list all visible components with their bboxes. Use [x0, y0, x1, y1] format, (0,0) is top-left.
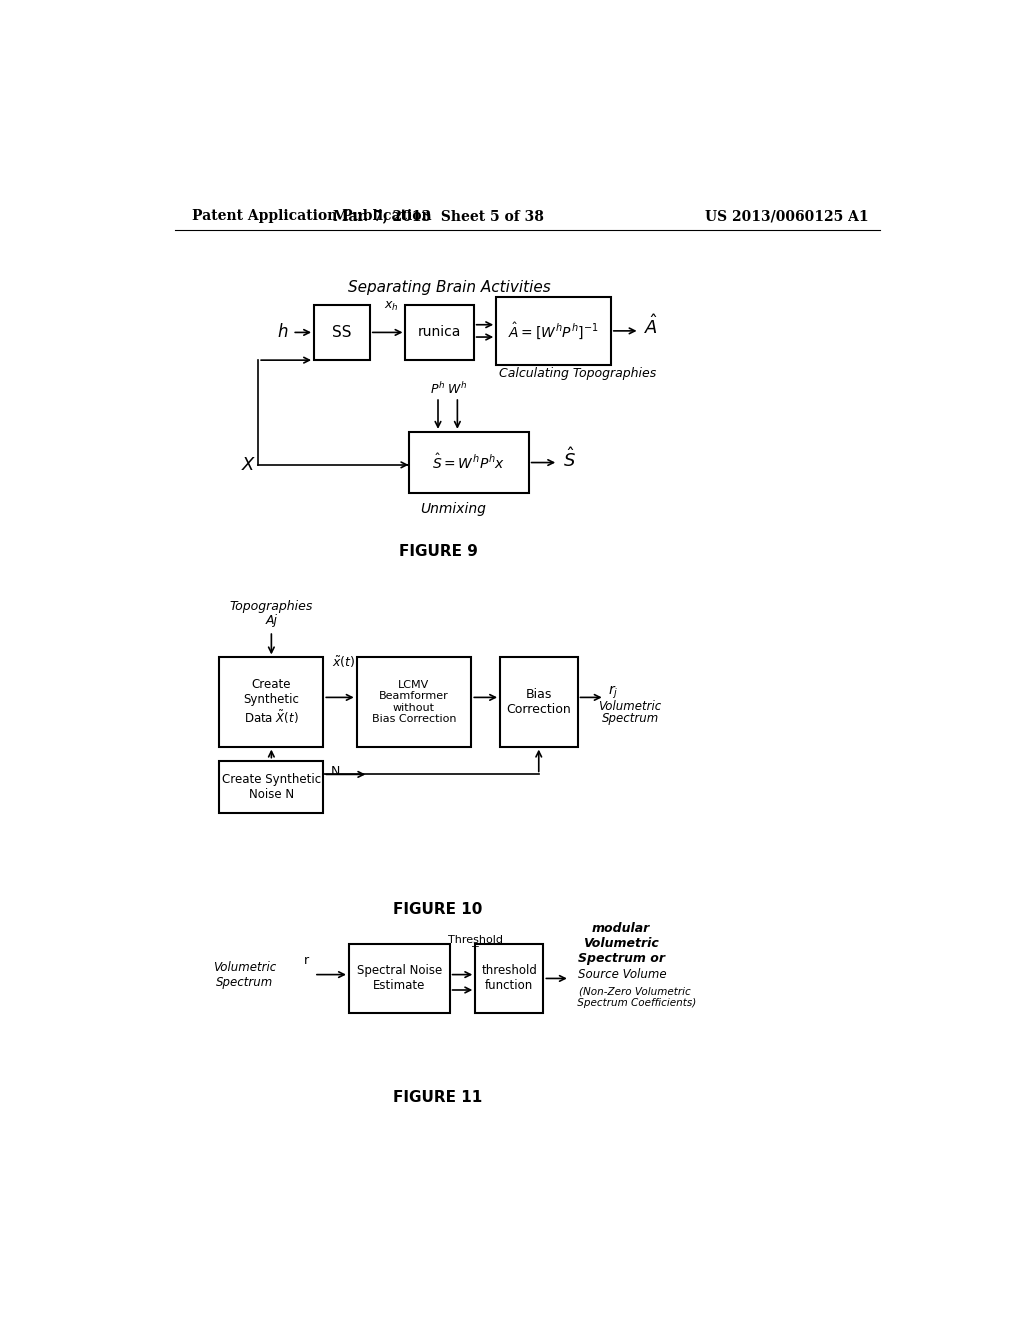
Bar	[219, 760, 324, 813]
Text: runica: runica	[418, 326, 461, 339]
Text: FIGURE 9: FIGURE 9	[398, 544, 477, 558]
Text: Calculating Topographies: Calculating Topographies	[499, 367, 656, 380]
Bar	[409, 432, 528, 494]
Text: $W^h$: $W^h$	[447, 381, 468, 397]
Text: Volumetric: Volumetric	[599, 700, 662, 713]
Text: $\hat{A}$: $\hat{A}$	[644, 314, 658, 338]
Text: Patent Application Publication: Patent Application Publication	[191, 209, 431, 223]
Text: Topographies: Topographies	[229, 601, 313, 612]
Bar	[219, 657, 324, 747]
Text: $\tilde{x}(t)$: $\tilde{x}(t)$	[332, 655, 355, 671]
Text: r: r	[304, 954, 309, 968]
Text: Mar. 7, 2013  Sheet 5 of 38: Mar. 7, 2013 Sheet 5 of 38	[333, 209, 544, 223]
Text: Aj: Aj	[265, 614, 278, 627]
Text: $\hat{S}$: $\hat{S}$	[563, 447, 577, 470]
Text: $x_h$: $x_h$	[384, 300, 398, 313]
Text: Unmixing: Unmixing	[421, 502, 486, 516]
Text: Spectral Noise
Estimate: Spectral Noise Estimate	[356, 965, 442, 993]
Text: Bias
Correction: Bias Correction	[507, 688, 571, 715]
Text: threshold
function: threshold function	[481, 965, 538, 993]
Text: Source Volume: Source Volume	[578, 968, 667, 981]
Text: Create Synthetic
Noise N: Create Synthetic Noise N	[222, 772, 321, 801]
Text: FIGURE 11: FIGURE 11	[393, 1090, 482, 1105]
Bar	[314, 305, 370, 360]
Text: SS: SS	[332, 325, 351, 341]
Text: LCMV
Beamformer
without
Bias Correction: LCMV Beamformer without Bias Correction	[372, 680, 457, 725]
Text: h: h	[278, 322, 288, 341]
Text: modular
Volumetric
Spectrum or: modular Volumetric Spectrum or	[578, 923, 665, 965]
Bar	[500, 657, 578, 747]
Bar	[349, 944, 450, 1014]
Text: $\hat{S}=W^hP^hx$: $\hat{S}=W^hP^hx$	[432, 453, 505, 473]
Text: N: N	[331, 764, 340, 777]
Text: $P^h$: $P^h$	[430, 381, 445, 397]
Bar	[356, 657, 471, 747]
Text: Separating Brain Activities: Separating Brain Activities	[348, 280, 551, 296]
Text: Threshold
T: Threshold T	[447, 935, 503, 956]
Text: $\hat{A}=[W^hP^h]^{-1}$: $\hat{A}=[W^hP^h]^{-1}$	[508, 321, 599, 341]
Bar	[475, 944, 544, 1014]
Text: FIGURE 10: FIGURE 10	[393, 902, 482, 916]
Text: (Non-Zero Volumetric
 Spectrum Coefficients): (Non-Zero Volumetric Spectrum Coefficien…	[573, 987, 696, 1008]
Text: $r_j$: $r_j$	[608, 684, 618, 701]
Bar	[406, 305, 474, 360]
Text: US 2013/0060125 A1: US 2013/0060125 A1	[705, 209, 868, 223]
Text: X: X	[242, 455, 254, 474]
Bar	[496, 297, 611, 364]
Text: Spectrum: Spectrum	[601, 713, 658, 726]
Text: Create
Synthetic
Data $\tilde{X}(t)$: Create Synthetic Data $\tilde{X}(t)$	[244, 678, 299, 726]
Text: Volumetric
Spectrum: Volumetric Spectrum	[213, 961, 275, 989]
